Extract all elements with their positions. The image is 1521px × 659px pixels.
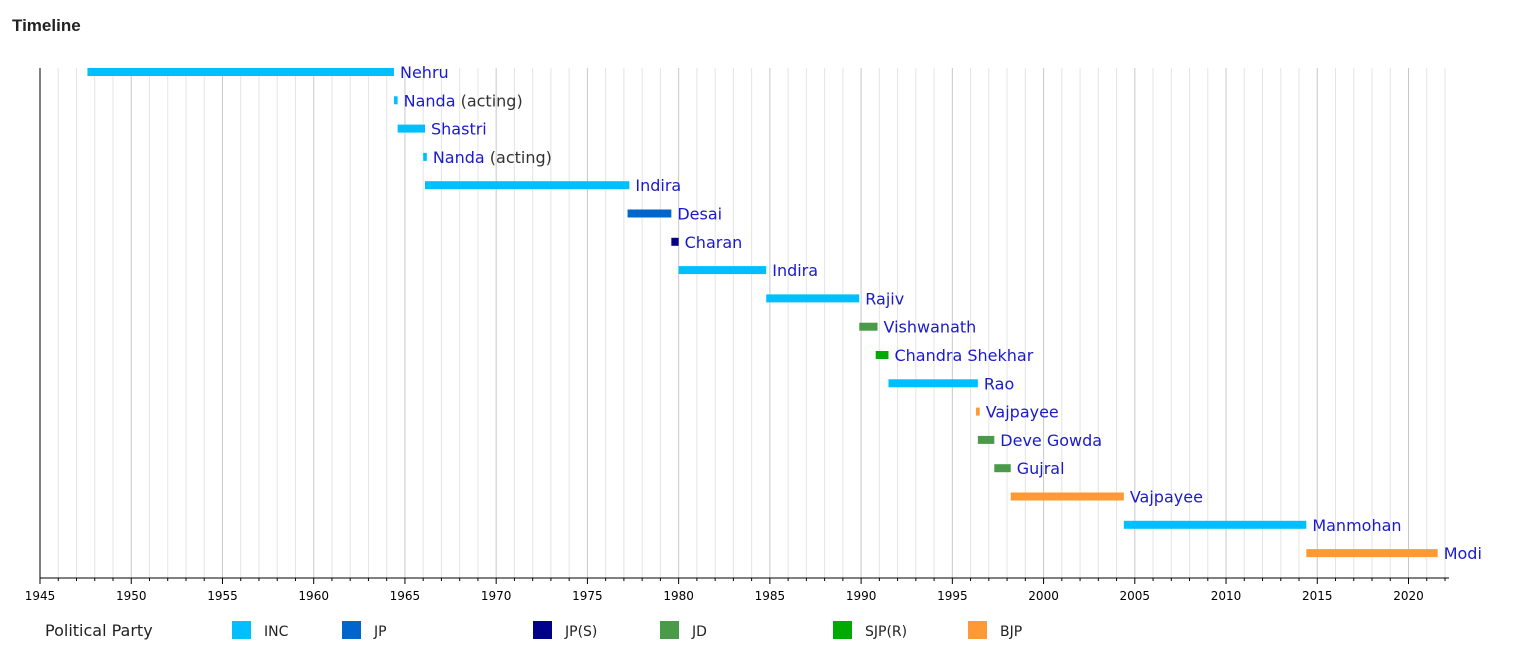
term-label: Nanda (acting) [404, 91, 523, 110]
x-tick-label: 2015 [1302, 589, 1333, 603]
legend-swatch [232, 621, 251, 639]
x-tick-label: 2000 [1028, 589, 1059, 603]
term-name: Manmohan [1312, 516, 1401, 535]
x-axis: 1945 1950 1955 1960 1965 1970 1975 1980 1985 1990… [25, 68, 1449, 603]
term-name: Nanda [404, 91, 456, 110]
term-label: Deve Gowda [1000, 431, 1102, 450]
legend-label: JD [691, 624, 707, 640]
term-label: Vishwanath [884, 318, 977, 337]
x-tick-label: 1945 [25, 589, 56, 603]
x-tick-label: 1950 [116, 589, 147, 603]
term-label: Manmohan [1312, 516, 1401, 535]
term-bar [766, 294, 860, 303]
term-bar [423, 152, 427, 161]
term-label: Vajpayee [1130, 488, 1203, 507]
x-tick-label: 1985 [755, 589, 786, 603]
term-label: Charan [685, 233, 743, 252]
term-name: Vajpayee [1130, 488, 1203, 507]
term-bar [393, 96, 398, 105]
legend-label: JP [373, 624, 387, 640]
term-name: Desai [677, 205, 722, 224]
term-bar [976, 407, 980, 416]
term-note: (acting) [456, 91, 523, 110]
legend-swatch [660, 621, 679, 639]
x-tick-label: 2020 [1393, 589, 1424, 603]
term-name: Gujral [1017, 459, 1065, 478]
term-name: Indira [635, 176, 681, 195]
term-name: Indira [772, 261, 818, 280]
term-label: Desai [677, 205, 722, 224]
legend-swatch [968, 621, 987, 639]
term-label: Indira [635, 176, 681, 195]
legend-swatch [342, 621, 361, 639]
term-bar [87, 68, 394, 76]
term-label: Nanda (acting) [433, 148, 552, 167]
x-tick-label: 1995 [937, 589, 968, 603]
x-tick-label: 1975 [572, 589, 603, 603]
term-name: Chandra Shekhar [894, 346, 1033, 365]
legend: Political Party INC JP JP(S) JD SJP(R) BJP [45, 621, 1022, 640]
term-bar [977, 435, 995, 444]
legend-label: JP(S) [564, 624, 597, 640]
term-note: (acting) [485, 148, 552, 167]
legend-label: SJP(R) [865, 624, 907, 640]
term-bar [678, 266, 767, 275]
term-name: Deve Gowda [1000, 431, 1102, 450]
term-bar [397, 124, 426, 133]
term-label: Modi [1444, 544, 1482, 563]
term-name: Nehru [400, 63, 449, 82]
term-bar [994, 464, 1011, 473]
term-label: Nehru [400, 63, 449, 82]
term-bar [1306, 549, 1438, 558]
x-tick-label: 1970 [481, 589, 512, 603]
term-label: Indira [772, 261, 818, 280]
x-tick-label: 2010 [1211, 589, 1242, 603]
term-label: Gujral [1017, 459, 1065, 478]
term-name: Rao [984, 374, 1014, 393]
bars: Nehru Nanda (acting) Shastri Nanda (acting)… [87, 63, 1482, 563]
term-name: Shastri [431, 120, 487, 139]
term-label: Chandra Shekhar [894, 346, 1033, 365]
term-bar [1123, 520, 1307, 529]
term-bar [888, 379, 978, 388]
term-label: Rao [984, 374, 1014, 393]
x-tick-label: 1990 [846, 589, 877, 603]
legend-swatch [533, 621, 552, 639]
term-bar [627, 209, 672, 218]
term-label: Rajiv [865, 289, 904, 308]
legend-label: BJP [1000, 624, 1022, 640]
x-tick-label: 1960 [298, 589, 329, 603]
term-bar [671, 237, 679, 246]
legend-swatch [833, 621, 852, 639]
legend-title: Political Party [45, 621, 153, 640]
x-tick-label: 1955 [207, 589, 238, 603]
term-name: Modi [1444, 544, 1482, 563]
term-bar [1010, 492, 1124, 501]
grid-lines [57, 68, 1446, 578]
term-bar [875, 351, 889, 359]
term-name: Vishwanath [884, 318, 977, 337]
x-tick-label: 2005 [1120, 589, 1151, 603]
term-label: Vajpayee [986, 403, 1059, 422]
x-tick-label: 1980 [663, 589, 694, 603]
term-name: Charan [685, 233, 743, 252]
term-name: Rajiv [865, 289, 904, 308]
term-name: Nanda [433, 148, 485, 167]
term-bar [859, 322, 878, 331]
page-title: Timeline [12, 16, 81, 35]
term-bar [425, 181, 630, 190]
legend-label: INC [264, 624, 289, 640]
term-label: Shastri [431, 120, 487, 139]
term-name: Vajpayee [986, 403, 1059, 422]
x-tick-label: 1965 [390, 589, 421, 603]
